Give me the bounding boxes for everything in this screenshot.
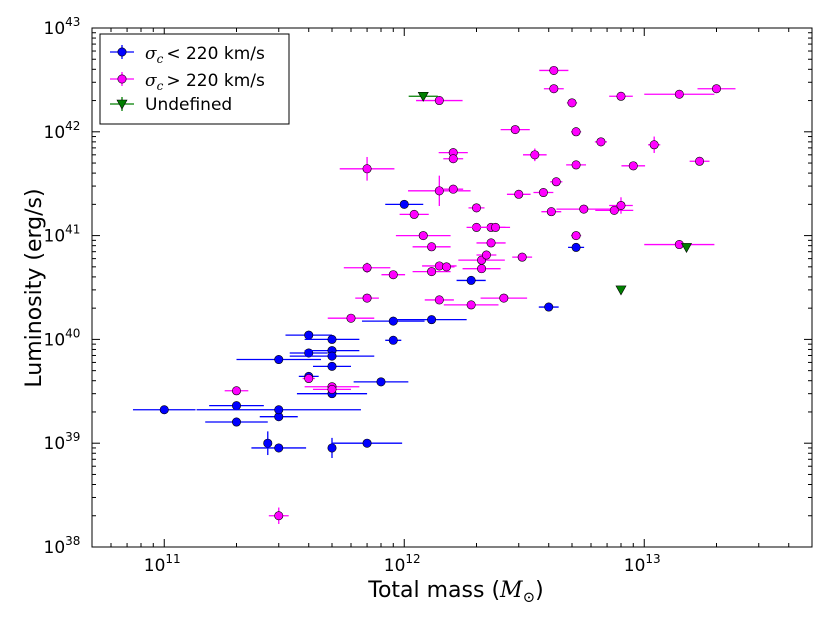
data-point-undefined (615, 285, 627, 296)
data-points-layer (132, 65, 736, 524)
data-point (231, 401, 241, 411)
data-point (327, 384, 337, 394)
data-point (549, 65, 559, 75)
axis-ticks: 1011 1012 1013 1038 1039 1040 1041 1042 1043 (44, 15, 812, 576)
data-point (327, 334, 337, 344)
data-point (649, 140, 659, 150)
data-point (376, 377, 386, 387)
data-point (427, 267, 437, 277)
data-point (538, 188, 548, 198)
data-point (571, 242, 581, 252)
legend-entry-undefined: Undefined (110, 95, 232, 115)
data-point (418, 231, 428, 241)
data-point (466, 275, 476, 285)
data-point-undefined (680, 243, 693, 254)
y-tick-label: 1039 (44, 430, 81, 454)
data-point (231, 417, 241, 427)
data-point (490, 222, 500, 232)
data-point (274, 511, 284, 521)
data-point (427, 315, 437, 325)
data-point (388, 270, 398, 280)
data-point (362, 263, 372, 273)
data-point (571, 231, 581, 241)
data-point (327, 361, 337, 371)
legend-swatch-marker (117, 47, 127, 57)
data-point (628, 161, 638, 171)
data-point (695, 156, 705, 166)
data-point (567, 98, 577, 108)
data-point (571, 160, 581, 170)
legend-label: σc > 220 km/s (145, 71, 265, 93)
y-tick-label: 1038 (44, 534, 81, 558)
data-point (486, 238, 496, 248)
data-point (517, 252, 527, 262)
data-point (274, 405, 284, 415)
data-point (481, 250, 491, 260)
data-point (571, 127, 581, 137)
data-point (362, 164, 372, 174)
y-axis-label: Luminosity (erg/s) (22, 188, 47, 387)
y-tick-label: 1041 (44, 223, 81, 247)
data-point (409, 209, 419, 219)
data-point (327, 351, 337, 361)
data-point (434, 186, 444, 196)
data-point (304, 374, 314, 384)
legend-entry-sigma-low: σc < 220 km/s (110, 44, 265, 66)
data-point (442, 262, 452, 272)
data-point (711, 84, 721, 94)
data-point (346, 313, 356, 323)
data-point (609, 205, 619, 215)
legend-swatch-marker (116, 99, 128, 110)
x-axis-label: Total mass (M⊙) (367, 578, 544, 606)
data-point (427, 242, 437, 252)
data-point (549, 84, 559, 94)
data-point (477, 264, 487, 274)
data-point (551, 177, 561, 187)
data-point (471, 203, 481, 213)
data-point (530, 150, 540, 160)
x-tick-label: 1011 (144, 552, 181, 576)
data-point (304, 330, 314, 340)
data-point (388, 316, 398, 326)
data-point (231, 386, 241, 396)
legend-label: σc < 220 km/s (145, 44, 265, 66)
data-point (388, 335, 398, 345)
data-point (544, 302, 554, 312)
data-point (399, 199, 409, 209)
data-point (448, 184, 458, 194)
data-point (274, 355, 284, 365)
data-point (674, 89, 684, 99)
data-point (434, 295, 444, 305)
x-tick-label: 1012 (384, 552, 421, 576)
y-tick-label: 1040 (44, 326, 81, 350)
data-point (514, 189, 524, 199)
y-tick-label: 1043 (44, 15, 81, 39)
data-point (362, 293, 372, 303)
data-point (159, 405, 169, 415)
data-point (510, 125, 520, 135)
data-point (362, 438, 372, 448)
x-tick-label: 1013 (624, 552, 661, 576)
data-point (263, 438, 273, 448)
data-point (448, 154, 458, 164)
data-point (616, 91, 626, 101)
data-point (434, 96, 444, 106)
data-point (499, 293, 509, 303)
data-point (616, 200, 626, 210)
data-point (466, 300, 476, 310)
data-point (596, 137, 606, 147)
legend-label: Undefined (145, 95, 232, 115)
legend: σc < 220 km/s σc > 220 km/s Undefined (99, 33, 290, 125)
y-tick-label: 1042 (44, 119, 81, 143)
data-point-undefined (417, 91, 429, 102)
data-point (274, 443, 284, 453)
legend-swatch-marker (117, 74, 127, 84)
legend-entry-sigma-high: σc > 220 km/s (110, 71, 265, 93)
data-point (327, 443, 337, 453)
plot-frame (91, 27, 813, 548)
data-point (579, 204, 589, 214)
data-point (546, 207, 556, 217)
